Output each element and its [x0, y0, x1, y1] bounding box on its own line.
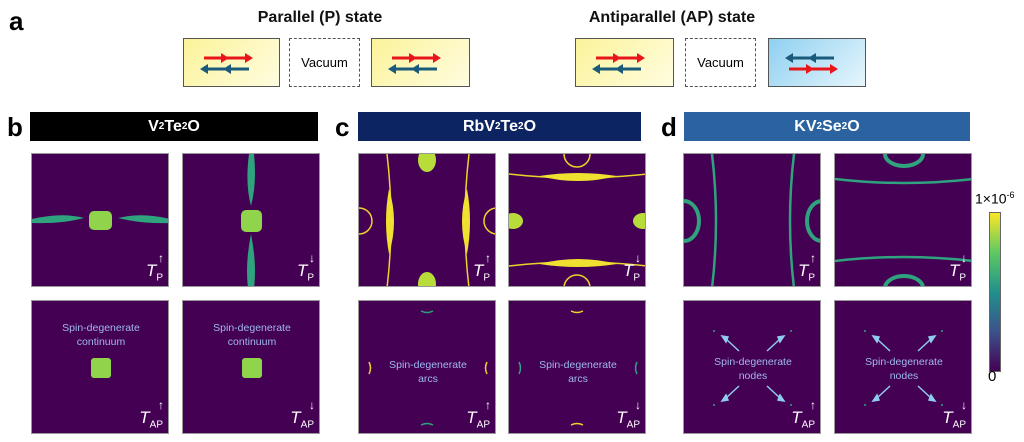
material-header-v2te2o: V 2 Te 2 O [30, 112, 318, 141]
antiparallel-state-title: Antiparallel (AP) state [588, 9, 756, 26]
note-continuum: Spin-degenerate continuum [213, 322, 291, 348]
spin-arrows-icon [785, 53, 838, 74]
t-ap-up-label: TAP ↑ [791, 397, 816, 430]
heatmap-kv2se2o-ap-down: Spin-degenerate nodes TAP ↓ [834, 300, 972, 434]
heatmap-rbv2te2o-p-down: TP ↓ [508, 153, 646, 287]
colorbar-min-label: 0 [988, 368, 997, 385]
t-ap-up-label: TAP ↑ [466, 397, 491, 430]
material-header-rbv2te2o: RbV 2 Te 2 O [358, 112, 641, 141]
t-ap-down-label: TAP ↓ [942, 397, 967, 430]
heatmap-kv2se2o-ap-up: Spin-degenerate nodes TAP ↑ [683, 300, 821, 434]
panel-label-a: a [9, 6, 24, 36]
vacuum-label: Vacuum [697, 55, 744, 70]
ferromagnet-left-ap [575, 38, 674, 87]
colorbar-max-label: 1×10-6 [975, 190, 1015, 207]
note-arcs: Spin-degenerate arcs [539, 359, 617, 385]
note-continuum: Spin-degenerate continuum [62, 322, 140, 348]
heatmap-kv2se2o-p-up: TP ↑ [683, 153, 821, 287]
t-p-up-label: TP ↑ [797, 250, 816, 283]
heatmap-v2te2o-ap-up: Spin-degenerate continuum TAP ↑ [31, 300, 169, 434]
heatmap-v2te2o-p-down: TP ↓ [182, 153, 320, 287]
parallel-state-title: Parallel (P) state [257, 9, 383, 26]
note-arcs: Spin-degenerate arcs [389, 359, 467, 385]
heatmap-kv2se2o-p-down: TP ↓ [834, 153, 972, 287]
t-ap-up-label: TAP ↑ [139, 397, 164, 430]
material-header-kv2se2o: KV 2 Se 2 O [684, 112, 970, 141]
ferromagnet-left-p [183, 38, 280, 87]
note-nodes: Spin-degenerate nodes [714, 356, 792, 382]
t-p-down-label: TP ↓ [296, 250, 315, 283]
vacuum-label: Vacuum [301, 55, 348, 70]
heatmap-v2te2o-ap-down: Spin-degenerate continuum TAP ↓ [182, 300, 320, 434]
ferromagnet-right-ap [768, 38, 866, 87]
t-p-up-label: TP ↑ [145, 250, 164, 283]
note-nodes: Spin-degenerate nodes [865, 356, 943, 382]
vacuum-barrier-p: Vacuum [289, 38, 360, 87]
node-arrows-icon [864, 330, 943, 406]
t-p-down-label: TP ↓ [948, 250, 967, 283]
heatmap-v2te2o-p-up: TP ↑ [31, 153, 169, 287]
ferromagnet-right-p [371, 38, 470, 87]
panel-label-d: d [661, 112, 677, 142]
spin-arrows-icon [592, 53, 645, 74]
t-p-up-label: TP ↑ [472, 250, 491, 283]
t-p-down-label: TP ↓ [622, 250, 641, 283]
t-ap-down-label: TAP ↓ [290, 397, 315, 430]
spin-arrows-icon [200, 53, 253, 74]
panel-label-b: b [7, 112, 23, 142]
heatmap-rbv2te2o-ap-up: Spin-degenerate arcs TAP ↑ [358, 300, 496, 434]
node-arrows-icon [713, 330, 792, 406]
heatmap-rbv2te2o-ap-down: Spin-degenerate arcs TAP ↓ [508, 300, 646, 434]
spin-arrows-icon [388, 53, 441, 74]
vacuum-barrier-ap: Vacuum [685, 38, 756, 87]
t-ap-down-label: TAP ↓ [616, 397, 641, 430]
colorbar [989, 212, 1001, 372]
panel-label-c: c [335, 112, 350, 142]
heatmap-rbv2te2o-p-up: TP ↑ [358, 153, 496, 287]
